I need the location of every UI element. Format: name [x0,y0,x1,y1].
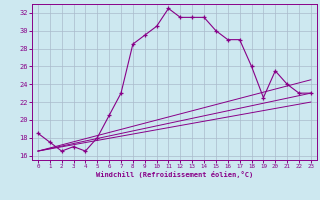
X-axis label: Windchill (Refroidissement éolien,°C): Windchill (Refroidissement éolien,°C) [96,171,253,178]
